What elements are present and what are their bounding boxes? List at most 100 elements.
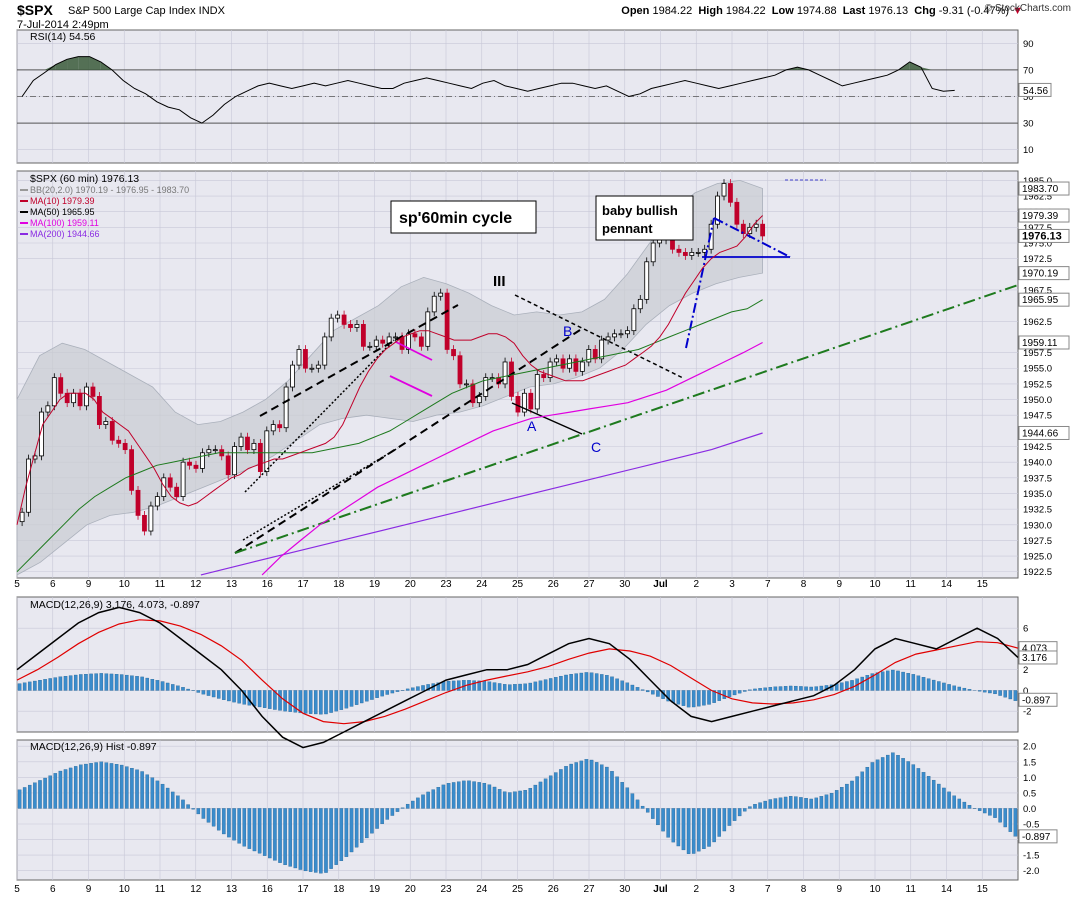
macd-hist-bar — [957, 686, 962, 691]
hist-bar — [119, 764, 124, 809]
x-axis-label: 25 — [512, 884, 524, 895]
candle-body — [142, 514, 147, 532]
candle-body — [728, 183, 733, 203]
hist-bar — [99, 761, 104, 809]
candle-body — [521, 392, 527, 413]
macd-hist-bar — [891, 669, 895, 691]
macd-hist-bar — [926, 678, 931, 691]
hist-bar — [788, 796, 793, 809]
hist-bar — [855, 776, 859, 809]
wave-C-label: C — [591, 439, 601, 455]
hist-bar — [125, 766, 129, 809]
hist-bar — [630, 793, 635, 809]
macd-hist-bar — [804, 686, 808, 691]
macd-tag-bg — [1018, 692, 1058, 707]
hist-bar — [303, 808, 308, 872]
ma200-legend-text: MA(200) 1944.66 — [30, 229, 100, 239]
price-tick-label: 1947.5 — [1023, 411, 1052, 422]
x-axis-label: 27 — [583, 579, 595, 590]
hist-bar — [977, 808, 982, 811]
macd-tag: 3.176 — [1022, 653, 1047, 664]
x-axis-label: 20 — [405, 884, 417, 895]
hist-bar — [227, 808, 231, 838]
hist-bar — [288, 808, 292, 867]
price-tick-label: 1962.5 — [1023, 317, 1052, 328]
hist-bar — [181, 799, 185, 809]
hist-bar — [543, 778, 548, 809]
hist-bar — [283, 808, 287, 866]
candle-body — [676, 248, 682, 253]
hist-bar — [829, 793, 834, 809]
macd-hist-bar — [114, 674, 119, 691]
macd-tick-label: 6 — [1023, 624, 1028, 635]
macd-hist-bar — [615, 678, 619, 691]
candle-body — [71, 392, 77, 404]
macd-signal-line — [16, 619, 1019, 725]
cycle-label: sp'60min cycle — [399, 210, 512, 227]
x-axis-label: 7 — [765, 884, 771, 895]
hist-bar — [538, 781, 543, 809]
x-axis-label: 30 — [619, 884, 631, 895]
hist-bar — [176, 795, 180, 809]
macd-hist-bar — [977, 690, 982, 692]
macd-hist-bar — [288, 690, 292, 712]
macd-tick-label: -2 — [1023, 707, 1031, 718]
price-tick-label: 1937.5 — [1023, 473, 1052, 484]
candle-body — [309, 367, 315, 370]
macd-hist-bar — [145, 677, 149, 691]
macd-hist-bar — [906, 673, 910, 691]
hist-bar — [365, 808, 369, 839]
candle-body — [238, 436, 244, 447]
hist-bar — [314, 808, 318, 873]
macd-legend: MACD(12,26,9) 3.176, 4.073, -0.897 — [30, 599, 200, 611]
hist-bar — [53, 773, 58, 809]
minor-channel-upper — [244, 339, 395, 493]
macd-hist-bar — [559, 675, 563, 691]
macd-hist-bar — [600, 674, 604, 691]
support-trendline — [234, 284, 1019, 554]
macd-hist-bar — [477, 680, 481, 691]
macd-hist-bar — [901, 671, 905, 691]
hist-bar — [824, 794, 829, 809]
candle-body — [90, 386, 96, 397]
x-axis-label: 12 — [190, 579, 202, 590]
hist-bar — [957, 798, 962, 809]
hist-bar — [395, 808, 400, 812]
x-axis-label: 2 — [693, 579, 699, 590]
candle-body — [373, 339, 379, 347]
hist-bar — [937, 783, 941, 809]
hist-bar — [804, 798, 808, 809]
macd-hist-bar — [125, 674, 129, 691]
hist-bar — [308, 808, 313, 872]
macd-hist-bar — [743, 690, 747, 692]
hist-bar — [845, 783, 849, 809]
candle-body — [77, 392, 83, 407]
hist-bar — [359, 808, 364, 843]
hist-bar — [559, 769, 563, 809]
macd-hist-bar — [870, 673, 875, 691]
low-value: 1974.88 — [796, 5, 837, 17]
macd-hist-bar — [17, 683, 22, 691]
candle-body — [438, 292, 444, 297]
price-tick-label: 1967.5 — [1023, 285, 1052, 296]
macd-hist-bar — [319, 690, 323, 715]
macd-hist-bar — [656, 690, 660, 697]
macd-hist-bar — [104, 673, 109, 691]
hist-bar — [778, 797, 783, 809]
rsi-tick-label: 10 — [1023, 145, 1034, 156]
macd-hist-bar — [237, 690, 241, 704]
price-tick-label: 1982.5 — [1023, 192, 1052, 203]
hist-bar — [569, 763, 573, 809]
macd-hist-bar — [886, 670, 890, 691]
candle-body — [154, 496, 160, 507]
pennant-pole — [685, 217, 715, 349]
macd-hist-bar — [53, 677, 58, 691]
ma200-line — [200, 432, 763, 576]
pennant-label-box — [595, 195, 694, 241]
macd-hist-bar — [242, 690, 247, 705]
rsi-value-tag-bg — [1018, 82, 1052, 97]
x-axis-label: 23 — [440, 884, 452, 895]
macd-hist-bar — [605, 675, 609, 691]
hist-bar — [114, 764, 119, 809]
candle-body — [315, 364, 321, 369]
